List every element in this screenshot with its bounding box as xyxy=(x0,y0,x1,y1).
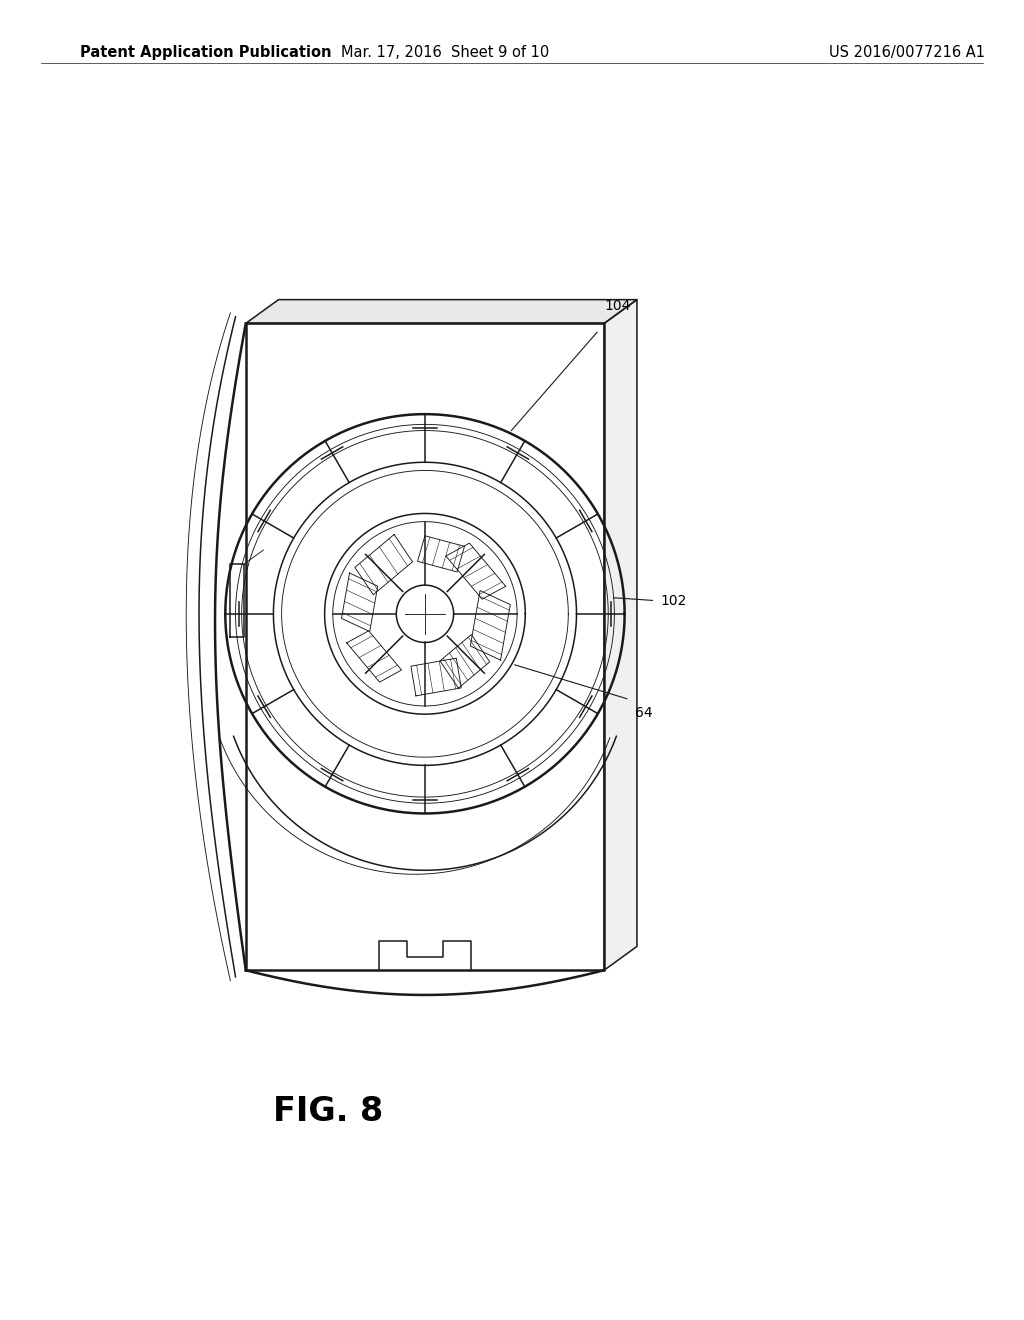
Text: 64: 64 xyxy=(635,706,652,721)
Text: 102: 102 xyxy=(660,594,687,607)
Text: 104: 104 xyxy=(604,298,631,313)
Text: FIG. 8: FIG. 8 xyxy=(272,1096,383,1127)
Polygon shape xyxy=(246,300,637,323)
Text: Patent Application Publication: Patent Application Publication xyxy=(80,45,332,59)
Text: US 2016/0077216 A1: US 2016/0077216 A1 xyxy=(829,45,985,59)
Text: Mar. 17, 2016  Sheet 9 of 10: Mar. 17, 2016 Sheet 9 of 10 xyxy=(341,45,550,59)
Polygon shape xyxy=(604,300,637,970)
